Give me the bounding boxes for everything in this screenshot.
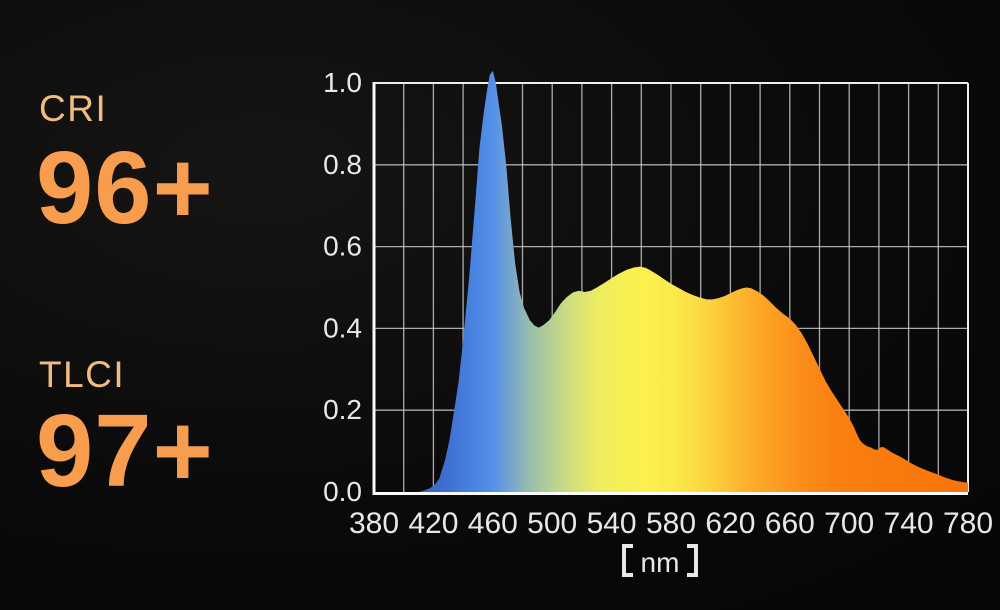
x-axis-unit-label: nm: [641, 547, 680, 578]
x-axis-tick-label: 740: [884, 507, 934, 540]
x-axis-tick-label: 700: [824, 507, 874, 540]
spectrum-area: [374, 70, 968, 492]
x-axis-tick-label: 580: [646, 507, 696, 540]
x-axis-tick-label: 500: [527, 507, 577, 540]
y-axis-tick-label: 0.8: [323, 149, 362, 180]
tlci-value: 97+: [36, 393, 214, 508]
tlci-label: TLCI: [39, 354, 126, 395]
y-axis-tick-label: 0.2: [323, 394, 362, 425]
cri-label: CRI: [39, 88, 108, 129]
x-axis-tick-label: 460: [468, 507, 518, 540]
y-axis-tick-label: 1.0: [323, 67, 362, 98]
x-axis-tick-label: 420: [408, 507, 458, 540]
cri-value: 96+: [36, 130, 214, 245]
right-lenticular-bracket-icon: [687, 544, 698, 577]
x-axis-tick-label: 780: [943, 507, 993, 540]
left-lenticular-bracket-icon: [622, 544, 633, 577]
x-axis-tick-label: 620: [705, 507, 755, 540]
y-axis-tick-label: 0.0: [323, 476, 362, 507]
x-axis-tick-label: 660: [765, 507, 815, 540]
y-axis-tick-label: 0.4: [323, 312, 362, 343]
x-axis-tick-label: 380: [349, 507, 399, 540]
y-axis-tick-label: 0.6: [323, 231, 362, 262]
x-axis-tick-label: 540: [587, 507, 637, 540]
